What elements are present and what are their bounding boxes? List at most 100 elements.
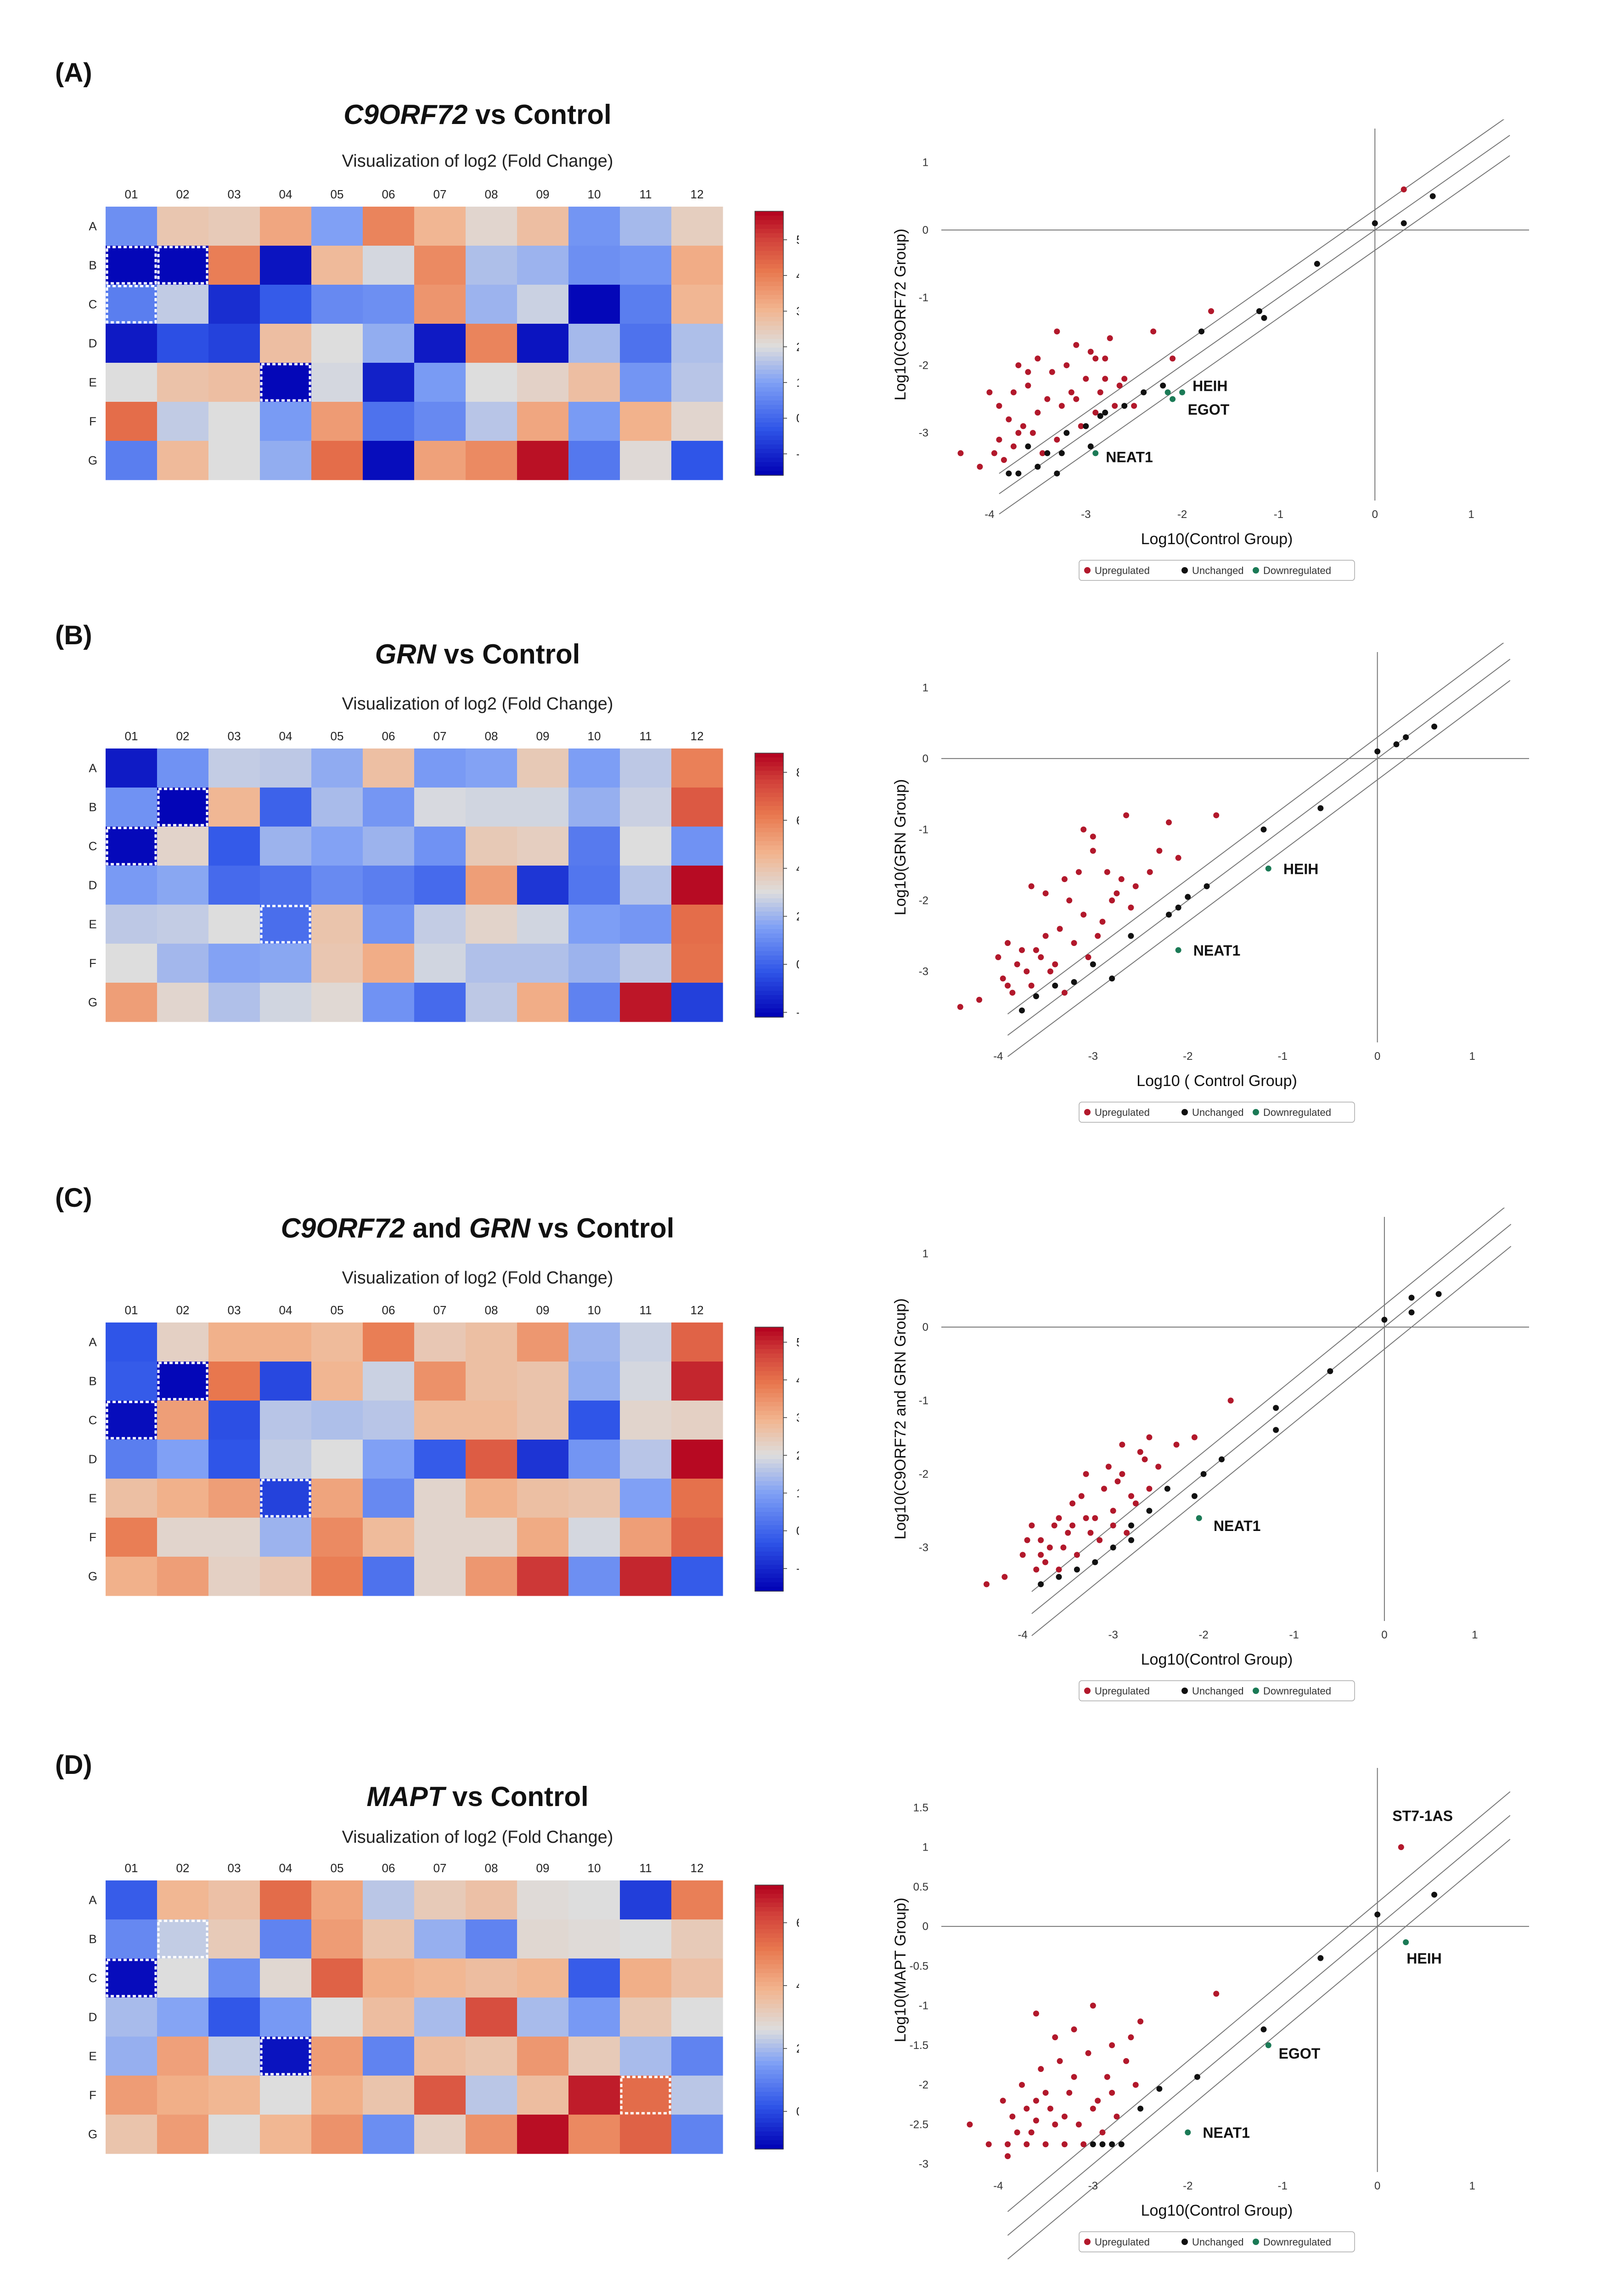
x-tick-label: 1 (1468, 508, 1474, 521)
heatmap-cell (208, 363, 260, 402)
row-label: C (89, 298, 97, 311)
unchanged-point (1018, 1007, 1025, 1013)
y-tick-label: -2 (919, 2079, 928, 2091)
colorbar-segment (755, 281, 783, 287)
unchanged-point (1381, 1317, 1388, 1323)
gene-label: ST7-1AS (1392, 1808, 1453, 1824)
heatmap-cell (208, 207, 260, 246)
heatmap-cell (671, 1958, 723, 1998)
upregulated-point (1155, 1463, 1162, 1470)
heatmap-cell (414, 207, 466, 246)
row-label: E (89, 1491, 96, 1505)
heatmap-cell (363, 983, 415, 1022)
heatmap-cell (157, 1401, 209, 1440)
colorbar-tick-label: 3 (796, 1411, 799, 1424)
heatmap-cell (466, 1479, 518, 1518)
highlighted-cell (620, 2076, 671, 2115)
colorbar-tick-label: 8 (796, 765, 799, 779)
heatmap-cell (671, 983, 723, 1022)
legend-marker (1181, 2239, 1188, 2245)
colorbar-tick-label: 2 (796, 340, 799, 354)
heatmap-cell (157, 1362, 209, 1401)
gene-name-2: GRN (469, 1213, 531, 1244)
colorbar-segment (755, 2065, 783, 2071)
upregulated-point (1083, 376, 1089, 382)
diagonal-line (1031, 1246, 1512, 1636)
heatmap-cell (157, 246, 209, 285)
colorbar-segment (755, 889, 783, 895)
scatter-d: -4 -3 -2 -1 0 1 -3 -2.5 -2 -1.5 -1 -0.5 0 0.5 1 1.5 Log1… (892, 1768, 1529, 2259)
heatmap-cell (208, 1518, 260, 1557)
panel-label: (B) (55, 620, 92, 650)
heatmap-cell (414, 905, 466, 944)
col-label: 04 (279, 187, 292, 201)
heatmap-cell (568, 788, 620, 827)
scatter-b: -4 -3 -2 -1 0 1 -3 -2 -1 0 1 Log10 ( Control Group)… (892, 643, 1529, 1123)
unchanged-point (1374, 748, 1381, 754)
upregulated-point (996, 436, 1002, 443)
colorbar-segment (755, 453, 783, 458)
heatmap-cell (106, 827, 158, 866)
heatmap-cell (620, 983, 672, 1022)
heatmap-cell (517, 905, 569, 944)
unchanged-point (1128, 933, 1134, 939)
heatmap-cell (466, 324, 518, 363)
x-tick-label: 1 (1469, 1050, 1475, 1063)
colorbar-segment (755, 2052, 783, 2057)
upregulated-point (1398, 1844, 1404, 1851)
heatmap-cell (671, 1440, 723, 1479)
row-label: E (89, 917, 96, 931)
colorbar-segment (755, 1981, 783, 1987)
colorbar-segment (755, 2092, 783, 2097)
heatmap-cell (106, 2115, 158, 2154)
heatmap-cell (671, 944, 723, 983)
heatmap-cell (620, 866, 672, 905)
downregulated-point (1170, 396, 1176, 402)
heatmap-cell (106, 402, 158, 441)
colorbar-segment (755, 977, 783, 983)
colorbar-segment (755, 1542, 783, 1548)
row-label: C (89, 1413, 97, 1427)
heatmap-cell (311, 1557, 363, 1596)
unchanged-point (1431, 1891, 1438, 1898)
heatmap-cell (311, 827, 363, 866)
heatmap-cell (157, 788, 209, 827)
x-axis-label: Log10 ( Control Group) (1136, 1072, 1297, 1090)
heatmap-cell (517, 324, 569, 363)
colorbar-segment (755, 2083, 783, 2088)
heatmap-cell (260, 2115, 312, 2154)
heatmap-cell (414, 1880, 466, 1920)
heatmap-cell (517, 1362, 569, 1401)
colorbar-segment (755, 1008, 783, 1013)
downregulated-point (1265, 2042, 1271, 2048)
row-label: G (88, 996, 97, 1009)
colorbar-segment (755, 1411, 783, 1416)
colorbar-segment (755, 242, 783, 247)
gene-name: GRN (375, 639, 436, 670)
colorbar-segment (755, 898, 783, 903)
colorbar-tick-label: 6 (796, 813, 799, 827)
upregulated-point (1116, 383, 1123, 389)
col-label: 05 (331, 729, 344, 743)
downregulated-point (1403, 1939, 1409, 1946)
colorbar-segment (755, 973, 783, 978)
heatmap-title: GRN vs Control (83, 638, 872, 670)
colorbar-tick-label: 3 (796, 304, 799, 318)
colorbar-segment (755, 2087, 783, 2093)
heatmap-cell (363, 1401, 415, 1440)
colorbar-segment (755, 1446, 783, 1451)
colorbar-segment (755, 273, 783, 278)
y-tick-label: -3 (919, 2158, 928, 2171)
colorbar-segment (755, 334, 783, 339)
col-label: 04 (279, 729, 292, 743)
legend-marker (1084, 1688, 1091, 1694)
heatmap-cell (157, 363, 209, 402)
heatmap-cell (620, 1958, 672, 1998)
y-tick-label: 0.5 (913, 1881, 928, 1893)
y-tick-label: 1 (922, 1248, 928, 1260)
heatmap-cell (414, 402, 466, 441)
heatmap-cell (363, 1919, 415, 1959)
upregulated-point (1165, 819, 1172, 826)
upregulated-point (1085, 2050, 1091, 2056)
